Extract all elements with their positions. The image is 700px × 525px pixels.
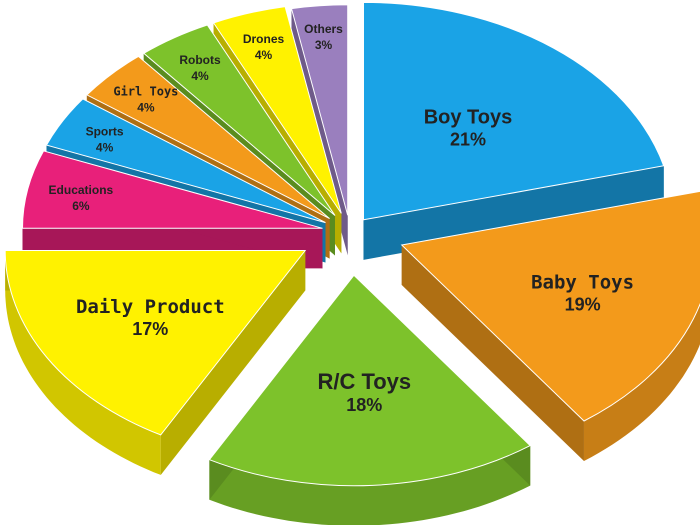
slice-wall-3-0 — [160, 250, 306, 475]
slice-label-boy-toys: Boy Toys — [424, 106, 513, 128]
slice-value-sports: 4% — [96, 140, 114, 154]
slice-value-girl-toys: 4% — [137, 101, 155, 115]
slice-value-others: 3% — [315, 38, 333, 52]
slice-side-r-c-toys — [209, 445, 531, 525]
slice-label-robots: Robots — [179, 53, 221, 67]
slice-drones — [212, 6, 342, 214]
slice-value-drones: 4% — [255, 48, 273, 62]
slice-r-c-toys — [208, 274, 532, 487]
slice-value-baby-toys: 19% — [565, 295, 601, 315]
slice-value-daily-product: 17% — [132, 319, 168, 339]
slice-others — [290, 4, 349, 216]
slice-daily-product — [4, 250, 307, 436]
slice-wall-1-1 — [401, 245, 584, 461]
slice-label-drones: Drones — [243, 32, 285, 46]
slice-sports — [45, 98, 326, 224]
slice-label-baby-toys: Baby Toys — [531, 272, 634, 294]
slice-baby-toys — [400, 190, 700, 422]
slice-label-sports: Sports — [86, 124, 124, 138]
slice-label-educations: Educations — [49, 183, 114, 197]
slice-wall-0-1 — [363, 165, 664, 260]
slice-value-educations: 6% — [72, 199, 90, 213]
slice-label-others: Others — [304, 22, 343, 36]
slice-educations — [21, 150, 323, 229]
slice-value-robots: 4% — [191, 69, 209, 83]
slice-label-r-c-toys: R/C Toys — [317, 369, 411, 394]
slice-value-boy-toys: 21% — [450, 129, 486, 149]
slice-girl-toys — [86, 55, 330, 220]
slice-label-daily-product: Daily Product — [76, 296, 225, 318]
slice-boy-toys — [363, 1, 665, 221]
slice-robots — [142, 24, 336, 216]
slice-side-daily-product — [5, 250, 161, 475]
slice-label-girl-toys: Girl Toys — [113, 85, 178, 99]
slice-value-r-c-toys: 18% — [346, 395, 382, 415]
slice-tops — [4, 1, 700, 487]
